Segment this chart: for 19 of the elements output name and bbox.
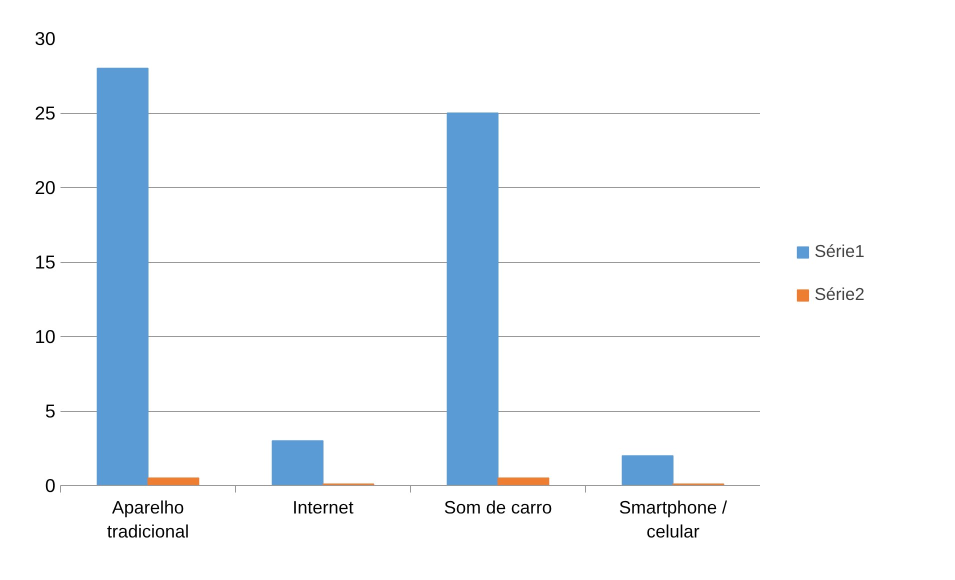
x-tick-label: Som de carro xyxy=(444,498,552,518)
y-tick-label: 10 xyxy=(34,326,56,347)
bar xyxy=(96,68,148,486)
y-tick-label: 25 xyxy=(34,102,56,124)
bar xyxy=(272,440,324,486)
y-tick-label: 30 xyxy=(34,28,56,49)
bar xyxy=(446,112,498,486)
bar xyxy=(622,455,674,486)
y-tick-label: 5 xyxy=(45,400,56,422)
x-tick-label: Internet xyxy=(292,498,354,518)
bar xyxy=(148,478,200,486)
legend-label: Série1 xyxy=(814,241,865,262)
x-tick-label: Aparelho tradicional xyxy=(106,498,190,542)
bar xyxy=(498,478,550,486)
y-tick-label: 15 xyxy=(34,252,56,272)
y-tick-label: 20 xyxy=(34,177,56,198)
x-tick-label: Smartphone / celular xyxy=(618,498,728,542)
legend-label: Série2 xyxy=(814,284,865,305)
y-tick-label: 0 xyxy=(45,475,56,496)
